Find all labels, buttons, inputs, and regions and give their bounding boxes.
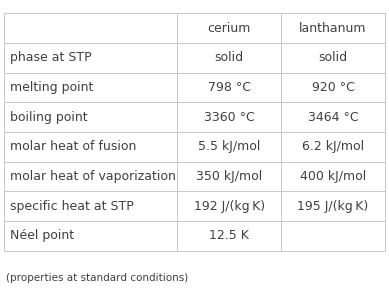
Text: lanthanum: lanthanum: [299, 21, 367, 35]
Text: 5.5 kJ/mol: 5.5 kJ/mol: [198, 140, 260, 153]
Text: 195 J/(kg K): 195 J/(kg K): [298, 200, 369, 212]
Text: melting point: melting point: [10, 81, 93, 94]
Text: 6.2 kJ/mol: 6.2 kJ/mol: [302, 140, 364, 153]
Text: solid: solid: [319, 51, 348, 64]
Text: cerium: cerium: [207, 21, 251, 35]
Text: 192 J/(kg K): 192 J/(kg K): [194, 200, 265, 212]
Text: 400 kJ/mol: 400 kJ/mol: [300, 170, 366, 183]
Text: boiling point: boiling point: [10, 110, 88, 124]
Text: molar heat of fusion: molar heat of fusion: [10, 140, 136, 153]
Text: Néel point: Néel point: [10, 229, 74, 242]
Text: specific heat at STP: specific heat at STP: [10, 200, 133, 212]
Text: phase at STP: phase at STP: [10, 51, 91, 64]
Text: (properties at standard conditions): (properties at standard conditions): [6, 273, 188, 283]
Text: 12.5 K: 12.5 K: [209, 229, 249, 242]
Text: 798 °C: 798 °C: [208, 81, 251, 94]
Text: 3464 °C: 3464 °C: [308, 110, 358, 124]
Text: solid: solid: [215, 51, 244, 64]
Text: 920 °C: 920 °C: [312, 81, 354, 94]
Text: 350 kJ/mol: 350 kJ/mol: [196, 170, 262, 183]
Text: molar heat of vaporization: molar heat of vaporization: [10, 170, 175, 183]
Text: 3360 °C: 3360 °C: [204, 110, 254, 124]
